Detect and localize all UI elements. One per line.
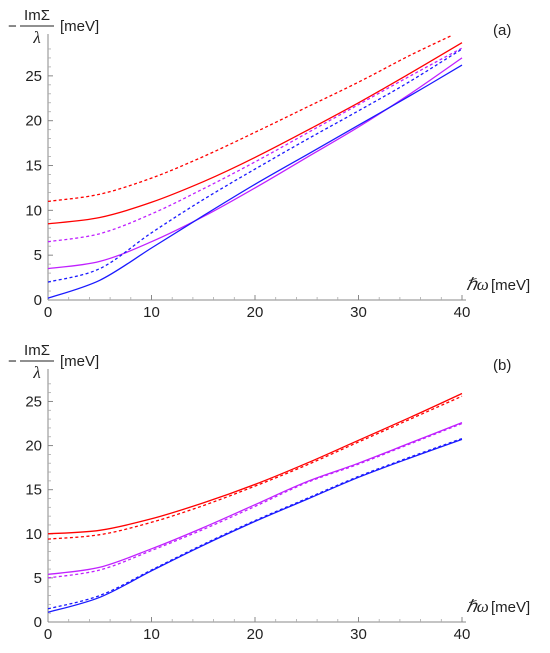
panel-b-series-1-dashed [47,395,463,540]
panel-a-xlabel-symbol: ℏω [466,275,489,294]
panel-a-ylabel-denominator: λ [32,28,40,47]
panel-b-x-tick-label: 40 [454,626,471,643]
panel-a-y-tick-label: 5 [34,247,42,264]
panel-b-xlabel-unit: [meV] [491,599,530,616]
panel-b-ylabel-minus: − [8,353,17,370]
panel-a-xlabel-unit: [meV] [491,277,530,294]
panel-b-ylabel-unit: [meV] [60,353,99,370]
panel-b-series-5-solid [47,438,463,613]
panel-b-y-tick-label: 0 [34,614,42,631]
panel-b-y-tick-label: 15 [25,482,42,499]
panel-a-series-0-dashed [47,34,452,203]
panel-a-y-tick-label: 20 [25,113,42,130]
panel-a-x-tick-label: 20 [247,304,264,321]
panel-a-x-tick-label: 30 [350,304,367,321]
panel-a-y-tick-label: 15 [25,158,42,175]
panel-b-y-tick-label: 5 [34,570,42,587]
panel-b-series-3-dashed [47,422,463,579]
panel-b-ylabel-numerator: ImΣ [24,342,50,359]
panel-a-x-tick-label: 10 [143,304,160,321]
panel-b-ylabel-denominator: λ [32,363,40,382]
panel-a-ylabel-minus: − [8,18,17,35]
panel-a-series-5-solid [47,64,463,299]
panel-a-series-1-solid [47,42,463,225]
panel-a-ylabel-numerator: ImΣ [24,7,50,24]
panel-b-x-tick-label: 20 [247,626,264,643]
panel-a-ylabel-unit: [meV] [60,18,99,35]
panel-b-x-tick-label: 10 [143,626,160,643]
panel-a-y-tick-label: 0 [34,292,42,309]
panel-a-series-3-solid [47,57,463,270]
panel-b-series-0-solid [47,392,463,535]
panel-b-y-tick-label: 25 [25,393,42,410]
panel-b-series-4-dashed [47,437,463,610]
panel-a-x-tick-label: 0 [44,304,52,321]
panel-b-label: (b) [493,357,511,374]
panel-a-x-tick-label: 40 [454,304,471,321]
panel-b-xlabel-symbol: ℏω [466,597,489,616]
panel-a-y-tick-label: 10 [25,202,42,219]
panel-a-label: (a) [493,22,511,39]
panel-b-x-tick-label: 30 [350,626,367,643]
panel-b-y-tick-label: 10 [25,526,42,543]
panel-a-series-2-dashed [47,47,463,243]
panel-a-series-4-dashed [47,48,463,283]
panel-b-y-tick-label: 20 [25,438,42,455]
panel-b-x-tick-label: 0 [44,626,52,643]
panel-b-series-2-solid [47,421,463,576]
panel-a-y-tick-label: 25 [25,68,42,85]
